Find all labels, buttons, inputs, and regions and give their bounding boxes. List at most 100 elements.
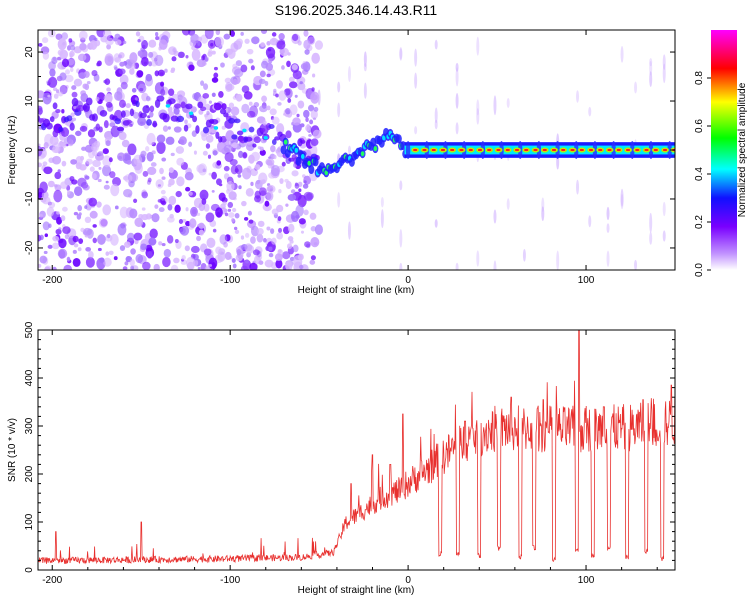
noise-blob bbox=[244, 243, 253, 252]
noise-blob bbox=[155, 179, 164, 189]
noise-blob bbox=[137, 116, 147, 126]
noise-blob bbox=[241, 85, 250, 93]
noise-blob bbox=[300, 63, 308, 70]
noise-blob bbox=[297, 40, 302, 46]
signal-core-peak bbox=[505, 148, 510, 152]
snr-x-tick-label: 100 bbox=[578, 575, 595, 586]
noise-blob bbox=[133, 198, 138, 204]
noise-blob bbox=[42, 51, 50, 60]
signal-blob bbox=[146, 119, 152, 126]
noise-blob bbox=[167, 203, 173, 211]
noise-blob bbox=[78, 30, 88, 40]
noise-blob bbox=[66, 190, 71, 195]
noise-blob bbox=[299, 81, 303, 85]
noise-blob bbox=[265, 158, 275, 166]
noise-blob bbox=[162, 256, 171, 268]
noise-blob bbox=[105, 140, 111, 147]
signal-blob bbox=[98, 126, 103, 133]
noise-blob bbox=[285, 88, 293, 99]
signal-blob bbox=[79, 125, 88, 132]
noise-blob bbox=[165, 136, 175, 145]
noise-blob bbox=[91, 142, 99, 152]
signal-blob bbox=[176, 115, 185, 123]
noise-blob bbox=[118, 131, 127, 141]
noise-blob bbox=[78, 72, 87, 79]
noise-blob bbox=[130, 248, 136, 255]
noise-blob bbox=[148, 61, 153, 67]
noise-blob bbox=[66, 256, 71, 262]
noise-blob bbox=[252, 249, 260, 256]
streak-blob bbox=[662, 54, 666, 70]
noise-blob bbox=[250, 181, 254, 187]
streak-blob bbox=[541, 206, 545, 222]
noise-blob bbox=[82, 83, 88, 89]
signal-blob bbox=[202, 126, 210, 134]
noise-blob bbox=[266, 226, 271, 231]
noise-blob bbox=[256, 227, 264, 235]
noise-blob bbox=[114, 57, 122, 63]
noise-blob bbox=[270, 164, 280, 177]
noise-blob bbox=[282, 251, 291, 260]
noise-blob bbox=[184, 119, 188, 125]
noise-blob bbox=[286, 243, 293, 250]
noise-blob bbox=[287, 236, 294, 242]
noise-blob bbox=[300, 230, 304, 234]
noise-blob bbox=[271, 237, 277, 245]
noise-blob bbox=[44, 265, 52, 270]
noise-blob bbox=[154, 54, 164, 67]
signal-core bbox=[283, 139, 288, 145]
signal-blob bbox=[210, 119, 219, 125]
noise-blob bbox=[121, 139, 130, 148]
signal-blob bbox=[116, 126, 125, 132]
noise-blob bbox=[64, 74, 74, 83]
noise-blob bbox=[189, 218, 197, 229]
streak-blob bbox=[414, 126, 418, 135]
noise-blob bbox=[55, 33, 63, 41]
streak-blob bbox=[380, 196, 384, 208]
noise-blob bbox=[267, 48, 272, 52]
streak-blob bbox=[493, 95, 497, 116]
noise-blob bbox=[200, 80, 205, 86]
noise-blob bbox=[212, 228, 217, 233]
noise-blob bbox=[68, 38, 73, 43]
noise-blob bbox=[43, 250, 48, 254]
noise-blob bbox=[105, 251, 110, 256]
spectrogram-x-tick-label: -100 bbox=[220, 275, 240, 286]
noise-blob bbox=[181, 30, 191, 36]
noise-blob bbox=[298, 218, 306, 225]
signal-core-peak bbox=[542, 148, 547, 152]
noise-blob bbox=[207, 51, 213, 57]
noise-blob bbox=[245, 232, 250, 238]
streak-blob bbox=[317, 89, 321, 106]
noise-blob bbox=[135, 31, 141, 37]
signal-blob bbox=[268, 124, 275, 129]
noise-blob bbox=[77, 247, 82, 252]
noise-blob bbox=[241, 200, 247, 207]
noise-blob bbox=[79, 155, 85, 161]
noise-blob bbox=[137, 39, 141, 43]
colorbar-label: Normalized spectral amplitude bbox=[737, 82, 748, 217]
noise-blob bbox=[170, 69, 175, 73]
noise-blob bbox=[72, 257, 81, 267]
signal-blob bbox=[234, 118, 241, 124]
noise-blob bbox=[292, 70, 302, 80]
noise-blob bbox=[104, 78, 111, 86]
streak-blob bbox=[455, 122, 459, 135]
snr-y-axis: 0 100 200 300 400 500 bbox=[24, 321, 675, 573]
noise-blob bbox=[140, 243, 148, 251]
noise-blob bbox=[106, 87, 111, 92]
noise-blob bbox=[230, 217, 235, 223]
noise-blob bbox=[312, 117, 317, 121]
noise-blob bbox=[52, 235, 60, 242]
noise-blob bbox=[63, 264, 73, 270]
noise-blob bbox=[237, 150, 244, 159]
noise-blob bbox=[303, 175, 312, 185]
streak-blob bbox=[662, 63, 666, 84]
colorbar-tick-label: 0.0 bbox=[694, 263, 705, 277]
noise-blob bbox=[312, 129, 322, 139]
noise-blob bbox=[160, 81, 165, 87]
noise-blob bbox=[149, 111, 154, 118]
colorbar: 0.0 0.2 0.4 0.6 0.8 Normalized spectral ampl… bbox=[694, 30, 748, 277]
signal-blob bbox=[170, 115, 179, 122]
noise-blob bbox=[81, 146, 87, 151]
